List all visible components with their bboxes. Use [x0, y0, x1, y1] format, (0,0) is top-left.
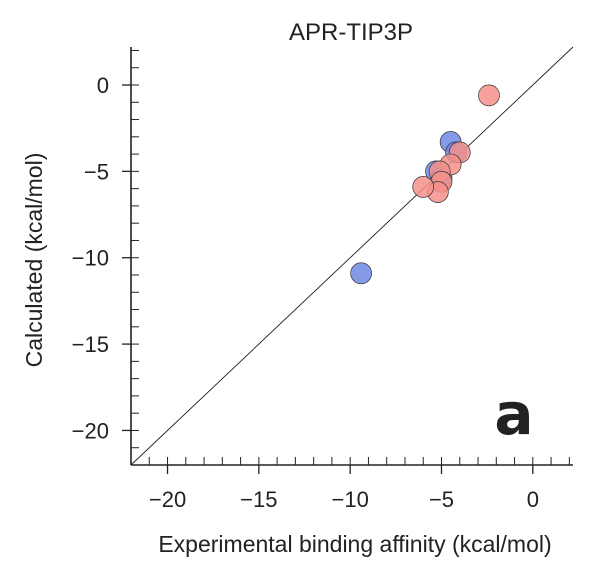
x-axis-label: Experimental binding affinity (kcal/mol): [158, 531, 551, 557]
x-tick-label: −20: [149, 487, 186, 512]
chart-title: APR-TIP3P: [289, 19, 413, 46]
x-tick-label: −10: [332, 487, 369, 512]
y-axis-label: Calculated (kcal/mol): [21, 153, 47, 368]
y-tick-label: −15: [72, 332, 109, 357]
panel-label: a: [494, 380, 533, 448]
y-tick-label: −20: [72, 418, 109, 443]
y-tick-label: 0: [97, 73, 109, 98]
x-tick-label: −5: [429, 487, 454, 512]
identity-line: [130, 46, 574, 466]
y-tick-label: −5: [84, 159, 109, 184]
data-point-series-1: [350, 262, 372, 285]
x-tick-label: 0: [527, 487, 539, 512]
data-point-series-2: [478, 84, 500, 107]
plot-area: −20 −15 −10 −5 0 0 −5 −10 −15 −20: [72, 46, 574, 512]
y-tick-label: −10: [72, 246, 109, 271]
x-tick-label: −15: [240, 487, 277, 512]
data-point-series-2: [412, 176, 435, 198]
